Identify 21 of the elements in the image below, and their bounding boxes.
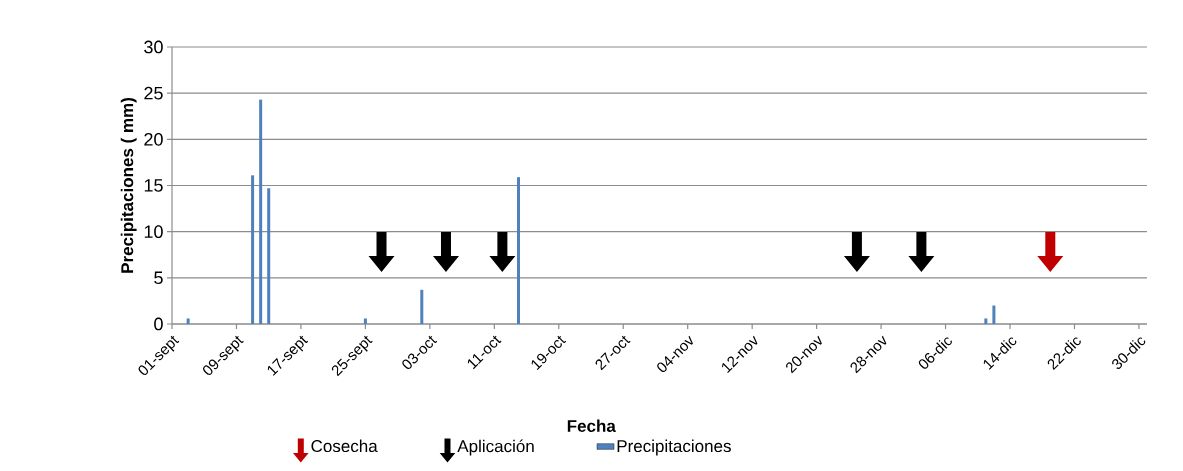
y-tick-label: 0 [154,317,163,331]
bar [984,318,988,324]
legend-label: Cosecha [311,439,378,453]
y-tick-label: 10 [144,225,163,239]
bar [267,188,271,324]
y-tick-label: 20 [144,132,163,146]
bar [517,177,520,324]
bar [363,318,367,324]
y-tick-label: 15 [144,179,163,192]
bar [259,99,263,324]
bar [420,289,424,324]
y-tick-label: 5 [154,271,163,285]
bar [992,305,996,324]
x-axis-title: Fecha [567,419,616,433]
y-axis-title: Precipitaciones ( mm) [120,98,137,273]
bar [251,175,255,324]
bar [186,318,190,324]
y-tick-label: 30 [144,40,163,54]
legend-label: Aplicación [457,439,534,456]
y-tick-label: 25 [144,86,163,100]
legend-label: Precipitaciones [617,439,731,456]
